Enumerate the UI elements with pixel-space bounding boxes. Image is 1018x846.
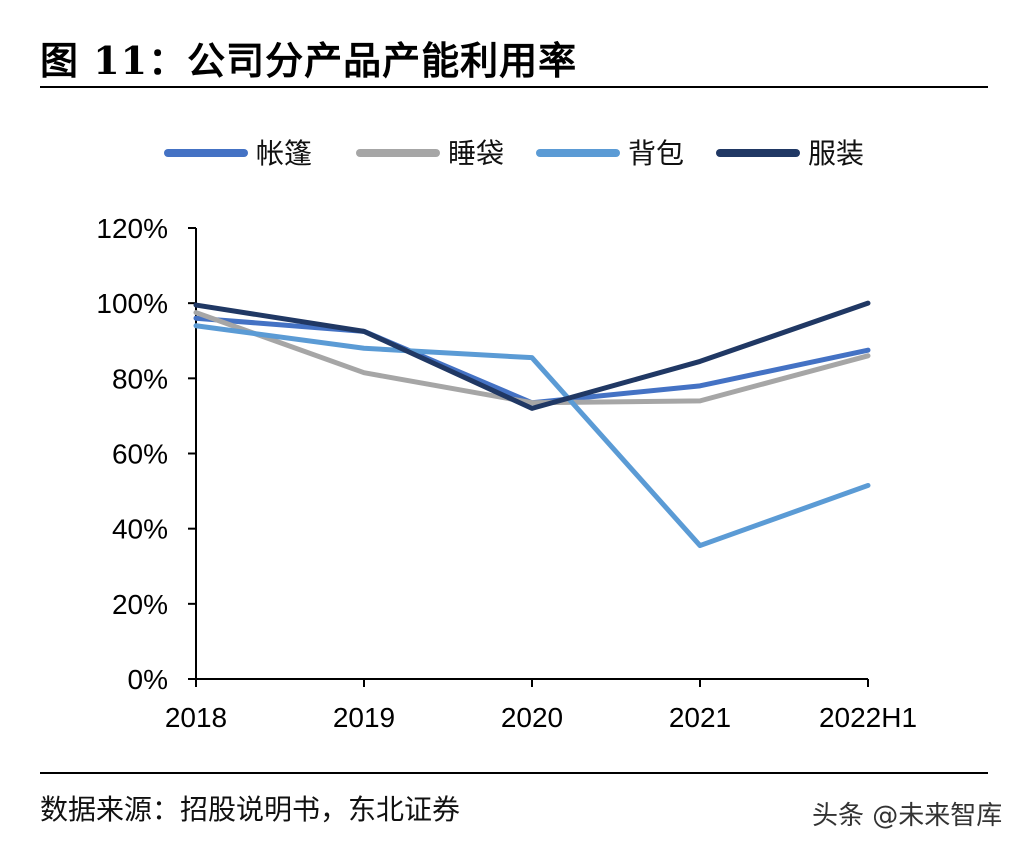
y-tick-label: 100% [96,288,168,319]
y-tick-label: 0% [128,664,168,695]
chart-title: 图 11：公司分产品产能利用率 [40,38,578,83]
legend-label: 帐篷 [256,137,312,170]
y-tick-label: 40% [112,514,168,545]
x-tick-label: 2022H1 [819,702,917,733]
axes: 0% 20% 40% 60% 80% 100% 120% 2018 2019 2020 2021 20… [96,213,917,733]
legend-label: 服装 [808,137,864,170]
x-tick-label: 2020 [501,702,563,733]
x-tick-label: 2021 [669,702,731,733]
series-lines [193,300,871,549]
series-line [193,300,871,411]
x-tick-label: 2019 [333,702,395,733]
y-tick-label: 80% [112,363,168,394]
series-line [193,323,871,549]
legend-label: 背包 [628,137,684,170]
y-tick-label: 120% [96,213,168,244]
watermark: 头条 @未来智库 [812,801,1003,831]
source-divider [40,772,988,774]
y-tick-label: 60% [112,439,168,470]
legend: 帐篷 睡袋 背包 服装 [164,137,864,170]
x-tick-label: 2018 [165,702,227,733]
source-note: 数据来源：招股说明书，东北证券 [40,793,461,826]
title-divider [40,86,988,88]
y-tick-label: 20% [112,589,168,620]
series-line [193,310,871,406]
legend-label: 睡袋 [448,137,504,170]
